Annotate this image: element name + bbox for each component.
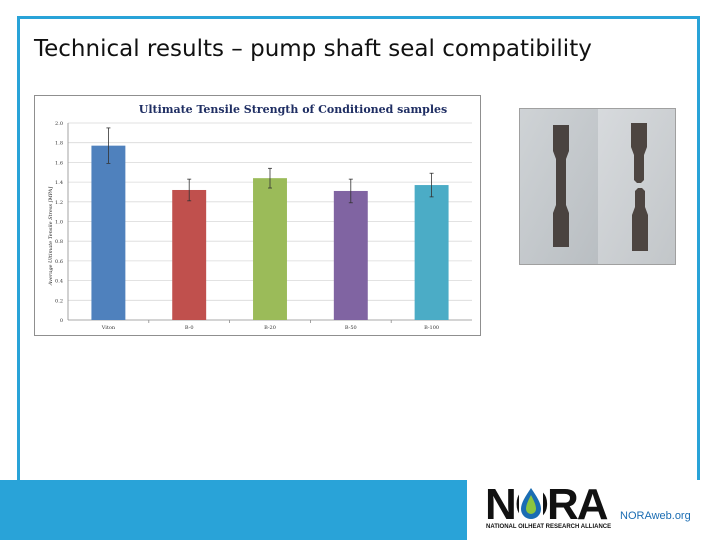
chart-title: Ultimate Tensile Strength of Conditioned…	[139, 103, 447, 116]
intact-specimen	[553, 125, 569, 247]
labels-layer: 0 0.2 0.4 0.6 0.8 1.0 1.2 1.4 1.6 1.8 2.0 Viton B-0 B…	[55, 121, 439, 331]
nora-logo[interactable]: NORA NORAweb.org NATIONAL OILHEAT RESEAR…	[467, 480, 720, 540]
y-tick-label: 1.0	[55, 220, 63, 226]
y-tick-label: 1.6	[55, 160, 63, 166]
y-tick-label: 0.6	[55, 259, 63, 265]
y-tick-label: 1.8	[55, 141, 63, 147]
x-tick-label: B-50	[345, 325, 357, 331]
oil-drop-icon	[519, 487, 543, 521]
slide-title: Technical results – pump shaft seal comp…	[34, 36, 592, 62]
tensile-specimen-photo-icon	[520, 109, 675, 264]
x-tick-label: B-100	[424, 325, 439, 331]
bar-b-0	[172, 189, 207, 320]
tensile-strength-chart: Ultimate Tensile Strength of Conditioned…	[34, 95, 481, 336]
bar-b-50	[333, 190, 368, 320]
y-tick-label: 2.0	[55, 121, 63, 127]
y-tick-label: 0	[60, 318, 63, 324]
y-tick-label: 0.2	[55, 298, 63, 304]
bar-viton	[91, 145, 126, 320]
bars-layer	[91, 127, 449, 320]
y-axis-title: Average Ultimate Tensile Stress [MPA]	[48, 187, 54, 287]
logo-wordmark: NORA	[485, 480, 609, 529]
chart-svg: Ultimate Tensile Strength of Conditioned…	[48, 103, 472, 331]
x-tick-label: Viton	[101, 325, 116, 331]
x-tick-label: B-20	[264, 325, 276, 331]
broken-specimen-bottom	[632, 188, 648, 251]
y-tick-label: 0.8	[55, 239, 63, 245]
x-tick-label: B-0	[185, 325, 194, 331]
y-tick-label: 1.4	[55, 180, 63, 186]
slide-frame	[17, 16, 700, 536]
bar-b-100	[414, 185, 449, 320]
y-tick-label: 1.2	[55, 200, 63, 206]
logo-site-link[interactable]: NORAweb.org	[620, 510, 691, 522]
logo-tagline: NATIONAL OILHEAT RESEARCH ALLIANCE	[486, 524, 612, 530]
broken-specimen-top	[631, 123, 647, 183]
tensile-specimen-photo	[519, 108, 676, 265]
bar-b-20	[253, 178, 287, 320]
y-tick-label: 0.4	[55, 279, 63, 285]
